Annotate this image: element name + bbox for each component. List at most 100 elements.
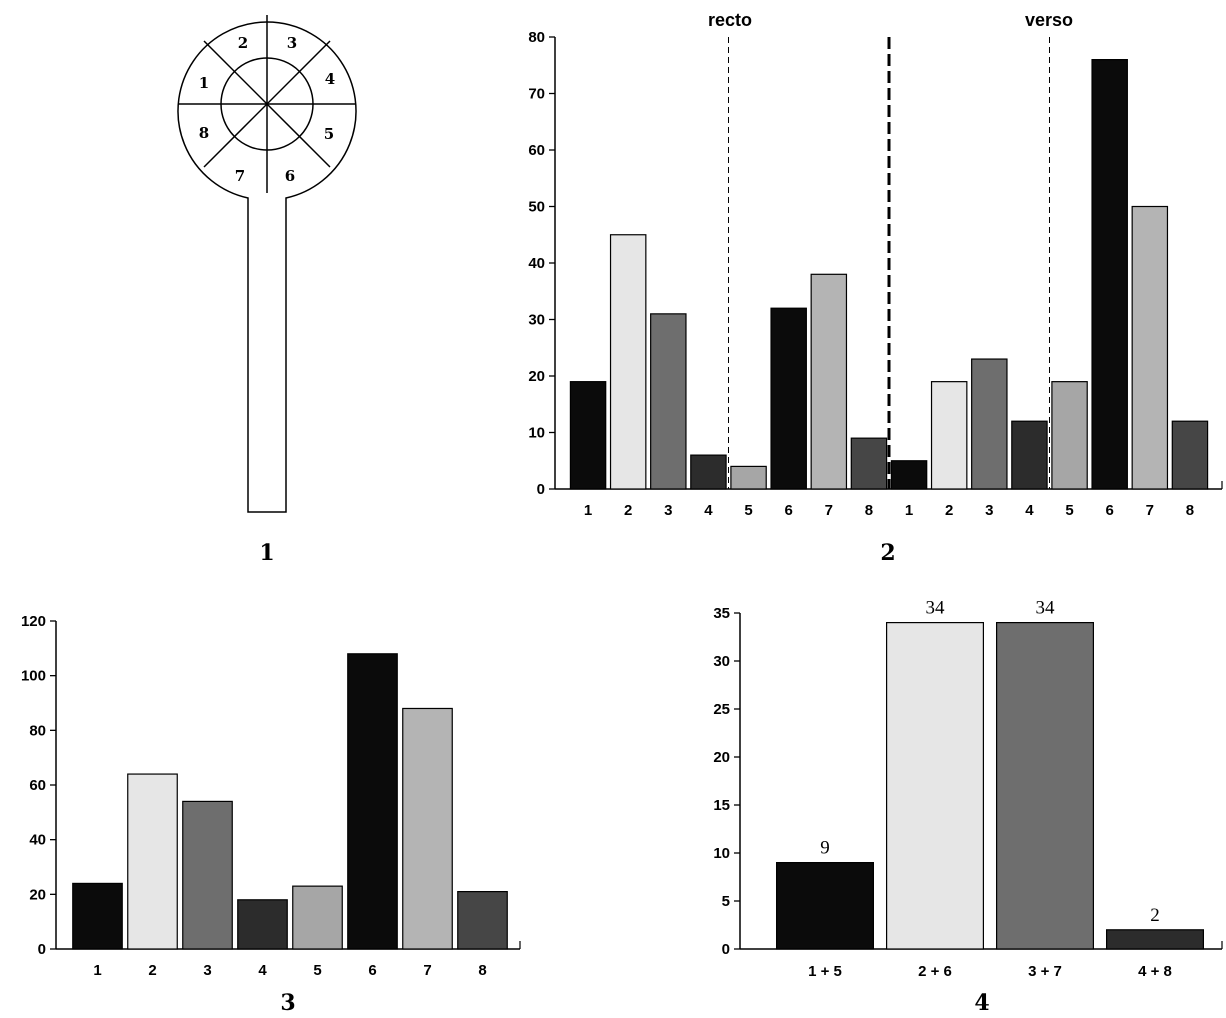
segment-label-1: 1 — [199, 74, 209, 92]
x-tick-label: 1 — [93, 962, 101, 979]
x-tick-label: 5 — [313, 962, 321, 979]
x-tick-label: 5 — [1065, 502, 1073, 519]
x-tick-label: 4 — [704, 502, 713, 519]
bar — [609, 234, 647, 490]
bar — [182, 800, 233, 950]
x-tick-label: 1 — [905, 502, 913, 519]
segment-label-6: 6 — [285, 167, 295, 185]
bar — [457, 890, 508, 950]
data-label: 9 — [820, 838, 830, 859]
y-tick-label: 50 — [528, 199, 545, 216]
bar — [1171, 420, 1209, 490]
bar — [402, 707, 453, 950]
y-tick-label: 0 — [537, 481, 545, 498]
panel-label-2: 2 — [880, 540, 895, 566]
bar — [1011, 420, 1048, 490]
y-tick-label: 40 — [528, 255, 545, 272]
x-tick-label: 2 + 6 — [918, 963, 952, 980]
x-tick-label: 3 — [664, 502, 672, 519]
bar — [850, 437, 888, 490]
y-tick-label: 60 — [29, 777, 46, 794]
group-label-verso: verso — [1025, 10, 1073, 30]
x-tick-label: 5 — [744, 502, 752, 519]
y-tick-label: 10 — [713, 845, 730, 862]
y-tick-label: 60 — [528, 142, 545, 159]
x-tick-label: 6 — [1106, 502, 1114, 519]
y-tick-label: 80 — [528, 29, 545, 46]
x-tick-label: 6 — [785, 502, 793, 519]
bar — [72, 882, 123, 950]
x-tick-label: 1 — [584, 502, 592, 519]
x-tick-label: 3 — [203, 962, 211, 979]
bar — [885, 621, 984, 950]
bar — [971, 358, 1008, 490]
y-tick-label: 30 — [713, 653, 730, 670]
x-tick-label: 7 — [423, 962, 431, 979]
segment-label-7: 7 — [235, 167, 245, 185]
y-tick-label: 120 — [21, 613, 46, 630]
bar — [347, 653, 398, 950]
x-tick-label: 1 + 5 — [808, 963, 842, 980]
chart-panel-4: 0 5 10 15 20 25 30 35 1 + 5 9 2 + 6 34 3 + 7 34 4 + 8 2 — [713, 598, 1223, 980]
bar — [1105, 929, 1204, 950]
x-tick-label: 4 — [258, 962, 267, 979]
y-tick-label: 20 — [29, 886, 46, 903]
data-label: 34 — [1036, 598, 1056, 619]
y-tick-label: 80 — [29, 722, 46, 739]
x-tick-label: 3 + 7 — [1028, 963, 1062, 980]
bar — [770, 307, 807, 490]
y-tick-label: 20 — [528, 368, 545, 385]
bar — [1091, 58, 1128, 490]
bar — [890, 460, 928, 490]
bar — [127, 773, 178, 950]
segment-label-4: 4 — [325, 70, 335, 88]
bar — [930, 381, 968, 490]
x-tick-label: 6 — [368, 962, 376, 979]
x-tick-label: 4 + 8 — [1138, 963, 1172, 980]
y-tick-label: 0 — [722, 941, 730, 958]
x-tick-label: 8 — [478, 962, 486, 979]
segment-labels: 2 3 1 4 8 5 7 6 — [199, 34, 335, 185]
y-tick-label: 20 — [713, 749, 730, 766]
bar — [650, 313, 687, 490]
bar — [1131, 205, 1169, 490]
y-tick-label: 35 — [713, 605, 730, 622]
panel-label-1: 1 — [259, 540, 274, 566]
x-tick-label: 2 — [148, 962, 156, 979]
x-tick-label: 2 — [945, 502, 953, 519]
x-tick-label: 8 — [1186, 502, 1194, 519]
y-tick-label: 5 — [722, 893, 730, 910]
y-tick-label: 40 — [29, 832, 46, 849]
data-label: 34 — [926, 598, 946, 619]
segment-label-2: 2 — [238, 34, 248, 52]
segment-label-8: 8 — [199, 124, 209, 142]
y-tick-label: 0 — [38, 941, 46, 958]
bar — [569, 381, 607, 490]
y-tick-label: 70 — [528, 86, 545, 103]
bar — [1051, 381, 1088, 490]
bar — [810, 273, 848, 490]
spatula-outline — [177, 21, 357, 513]
bar — [775, 861, 874, 950]
data-label: 2 — [1150, 905, 1160, 926]
x-tick-label: 8 — [865, 502, 873, 519]
group-label-recto: recto — [708, 10, 752, 30]
x-tick-label: 2 — [624, 502, 632, 519]
segment-label-5: 5 — [324, 125, 334, 143]
y-tick-label: 25 — [713, 701, 730, 718]
y-tick-label: 10 — [528, 425, 545, 442]
bar — [730, 465, 767, 490]
spatula-diagram — [177, 15, 357, 513]
y-tick-label: 15 — [713, 797, 730, 814]
chart-panel-3: 0 20 40 60 80 100 120 1 2 3 4 5 6 7 8 — [21, 613, 521, 979]
x-tick-label: 7 — [1146, 502, 1154, 519]
segment-label-3: 3 — [287, 34, 297, 52]
chart-panel-2: 0 10 20 30 40 50 60 70 80 1 2 3 4 5 6 7 8 1 2 3 4 5 6 7 8 — [528, 29, 1223, 519]
x-tick-label: 7 — [825, 502, 833, 519]
bar — [690, 454, 727, 490]
panel-label-3: 3 — [280, 990, 295, 1016]
bar — [237, 899, 288, 950]
y-tick-label: 30 — [528, 312, 545, 329]
x-tick-label: 3 — [985, 502, 993, 519]
